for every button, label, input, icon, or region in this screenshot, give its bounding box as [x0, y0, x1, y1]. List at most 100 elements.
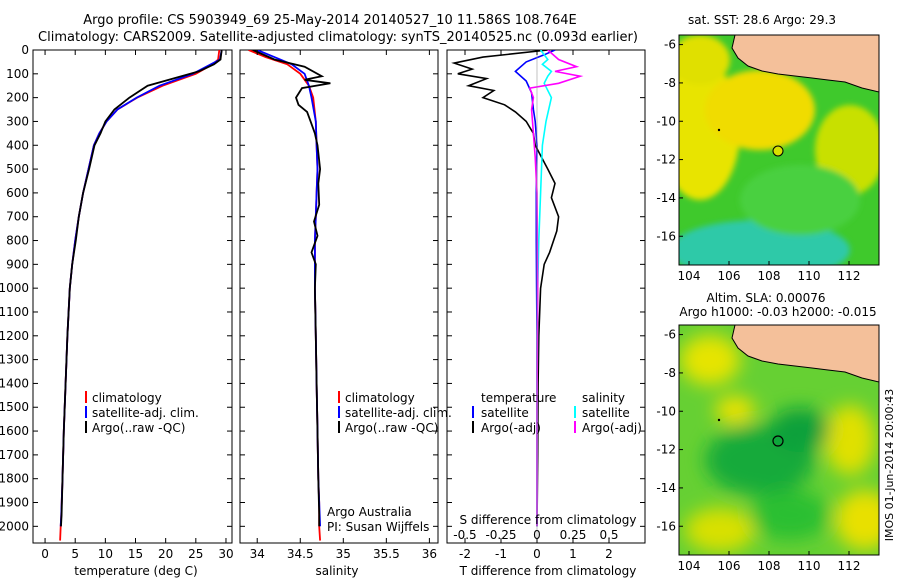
difference-legend: temperature satellite Argo(-adj) salinit…	[472, 391, 642, 435]
legend-label-t-satellite: satellite	[481, 406, 529, 420]
sst-map-title: sat. SST: 28.6 Argo: 29.3	[688, 13, 836, 27]
temperature-x-axis: 0 5 10 15 20 25 30	[33, 49, 234, 561]
salinity-x-axis: 34 34.5 35 35.5 36	[240, 49, 438, 561]
temperature-legend: climatology satellite-adj. clim. Argo(..…	[85, 391, 199, 435]
map-y-tick-label: -12	[656, 443, 676, 457]
sla-map	[679, 325, 879, 555]
salinity-plot-lines	[248, 50, 331, 541]
top-tick-label: -0.25	[485, 528, 516, 542]
sst-mid-patch	[740, 165, 860, 235]
sla-low-patch	[770, 408, 830, 452]
argo-float-marker	[772, 435, 784, 447]
series-line-climatology	[59, 50, 221, 541]
difference-top-label: S difference from climatology	[460, 513, 637, 527]
series-line-salinity-argo-adj-	[528, 50, 584, 527]
legend-label-t-argo: Argo(-adj)	[481, 421, 541, 435]
map-y-tick-label: -16	[656, 519, 676, 533]
sst-map-frame	[678, 34, 880, 266]
depth-tick-label: 2000	[0, 519, 29, 533]
sst-map-axes: 104 106 108 110 112 -6 -8 -10 -12 -14 -16	[656, 38, 860, 283]
x-tick-label: 25	[188, 547, 203, 561]
sla-high-patch	[685, 508, 755, 552]
sla-map-title-line1: Altim. SLA: 0.00076	[707, 291, 826, 305]
legend-title-temperature: temperature	[481, 391, 556, 405]
timestamp: IMOS 01-Jun-2014 20:00:43	[883, 389, 896, 542]
series-line-salinity-satellite	[536, 50, 553, 527]
depth-tick-label: 1500	[0, 400, 29, 414]
depth-tick-label: 700	[6, 210, 29, 224]
map-y-tick-label: -8	[664, 76, 676, 90]
depth-tick-label: 0	[21, 43, 29, 57]
x-tick-label: -1	[495, 547, 507, 561]
top-tick-label: -0.5	[453, 528, 476, 542]
series-line-argo-raw-qc-	[60, 50, 223, 527]
top-tick-label: 0.25	[560, 528, 587, 542]
map-x-tick-label: 110	[798, 269, 821, 283]
sla-map-frame	[678, 324, 880, 556]
series-line-temperature-argo-adj-	[451, 50, 560, 527]
legend-label-climatology: climatology	[92, 391, 162, 405]
java-land	[731, 325, 879, 383]
depth-tick-label: 1900	[0, 496, 29, 510]
depth-tick-label: 1100	[0, 305, 29, 319]
java-land	[731, 35, 879, 93]
x-tick-label: 30	[218, 547, 233, 561]
sla-high-patch	[835, 490, 879, 550]
sst-map	[679, 35, 879, 265]
difference-plot-lines	[451, 50, 584, 543]
sla-high-patch	[825, 405, 875, 475]
top-tick-label: 0	[533, 528, 541, 542]
map-y-tick-label: -8	[664, 366, 676, 380]
x-tick-label: 2	[605, 547, 613, 561]
depth-tick-label: 1000	[0, 281, 29, 295]
sla-high-patch	[680, 335, 740, 385]
x-tick-label: 15	[128, 547, 143, 561]
temperature-plot-lines	[59, 50, 223, 541]
argo-float-marker	[772, 145, 784, 157]
sla-map-fields	[680, 335, 879, 552]
depth-tick-label: 500	[6, 162, 29, 176]
map-x-tick-label: 108	[758, 269, 781, 283]
x-tick-label: 5	[71, 547, 79, 561]
figure-title-line2: Climatology: CARS2009. Satellite-adjuste…	[38, 30, 638, 45]
map-y-tick-label: -14	[656, 191, 676, 205]
sst-warm-patch	[679, 35, 730, 85]
x-tick-label: 20	[158, 547, 173, 561]
map-x-tick-label: 112	[838, 559, 861, 573]
depth-tick-label: 1700	[0, 448, 29, 462]
pi-credit: PI: Susan Wijffels	[327, 520, 429, 534]
legend-label-satellite: satellite-adj. clim.	[345, 406, 452, 420]
salinity-legend: climatology satellite-adj. clim. Argo(..…	[338, 391, 452, 435]
depth-tick-label: 400	[6, 138, 29, 152]
legend-label-climatology: climatology	[345, 391, 415, 405]
series-line-argo-raw-qc-	[252, 50, 331, 527]
map-y-tick-label: -12	[656, 153, 676, 167]
x-tick-label: 0	[41, 547, 49, 561]
x-tick-label: 1	[569, 547, 577, 561]
legend-label-satellite: satellite-adj. clim.	[92, 406, 199, 420]
x-tick-label: 35	[336, 547, 351, 561]
map-y-tick-label: -10	[656, 404, 676, 418]
depth-tick-label: 200	[6, 91, 29, 105]
map-x-tick-label: 106	[718, 269, 741, 283]
sla-mid-patch	[750, 490, 830, 540]
x-tick-label: 10	[98, 547, 113, 561]
small-island-marker	[717, 418, 721, 422]
temperature-xlabel: temperature (deg C)	[74, 564, 197, 578]
depth-tick-label: 1800	[0, 472, 29, 486]
depth-axis: 0 100 200 300 400 500 600 700 800 900 1000 1100 1200…	[0, 43, 29, 533]
difference-top-axis: -0.5 -0.25 0 0.25 0.5	[453, 528, 618, 542]
series-line-climatology	[248, 50, 321, 541]
salinity-xlabel: salinity	[315, 564, 358, 578]
map-x-tick-label: 104	[678, 269, 701, 283]
legend-label-argo: Argo(..raw -QC)	[345, 421, 438, 435]
x-tick-label: 0	[533, 547, 541, 561]
sst-warm-patch	[705, 70, 815, 150]
argo-australia-credit: Argo Australia	[327, 505, 412, 519]
legend-label-s-satellite: satellite	[582, 406, 630, 420]
series-line-satellite-adj-clim-	[59, 50, 223, 527]
depth-tick-label: 1300	[0, 353, 29, 367]
map-x-tick-label: 108	[758, 559, 781, 573]
temperature-panel-frame	[32, 49, 233, 544]
